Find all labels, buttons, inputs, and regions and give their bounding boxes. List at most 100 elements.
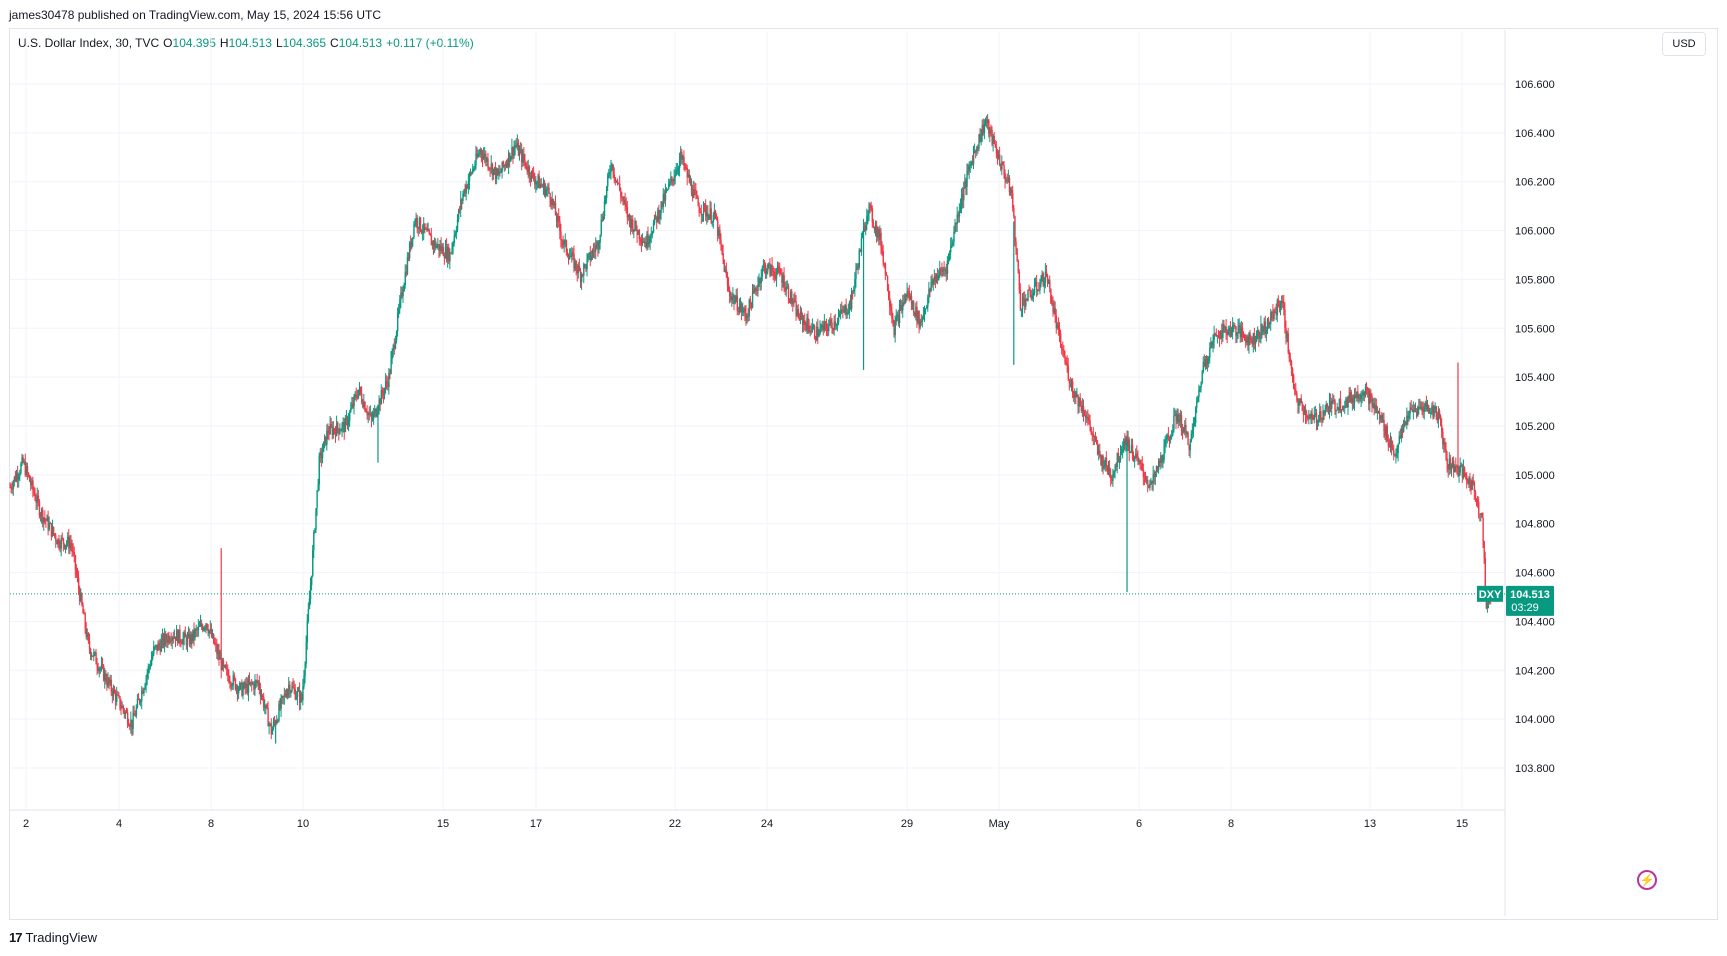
candle-body	[370, 413, 373, 419]
candle-body	[1380, 415, 1382, 420]
candle-body	[70, 543, 72, 545]
candle-body	[1476, 500, 1479, 503]
candle-body	[478, 153, 481, 155]
candle-body	[567, 255, 570, 260]
candle-body	[1173, 415, 1175, 431]
candle-body	[609, 172, 611, 174]
candle-body	[32, 480, 34, 491]
candle-body	[248, 680, 251, 684]
candle-body	[155, 644, 157, 647]
candle-body	[1418, 406, 1420, 408]
candle-body	[1217, 335, 1220, 339]
candle-body	[757, 284, 759, 291]
candle-body	[179, 629, 181, 642]
candle-body	[300, 693, 302, 703]
candle-body	[1022, 298, 1025, 300]
candle-body	[1110, 476, 1112, 479]
candle-body	[150, 658, 153, 666]
candle-body	[19, 473, 21, 477]
candle-body	[1232, 325, 1234, 332]
candle-body	[162, 635, 165, 646]
candle-body	[426, 228, 428, 232]
candle-body	[1388, 445, 1391, 448]
candle-body	[886, 275, 889, 291]
candle-body	[218, 651, 220, 660]
candle-body	[1189, 441, 1191, 451]
y-tick-label: 106.000	[1515, 226, 1555, 238]
candle-body	[20, 464, 22, 474]
candle-body	[1386, 426, 1389, 442]
candle-body	[413, 224, 415, 238]
candle-body	[420, 230, 423, 233]
candle-body	[465, 185, 467, 194]
candle-body	[1138, 459, 1140, 461]
candle-body	[407, 257, 410, 259]
x-tick-label: 6	[1136, 818, 1142, 830]
candle-body	[1092, 433, 1095, 437]
candle-body	[432, 241, 435, 247]
candle-body	[554, 202, 557, 216]
candle-body	[666, 188, 669, 190]
candle-body	[1221, 331, 1223, 339]
candle-body	[1437, 410, 1440, 421]
candle-body	[600, 219, 602, 235]
candle-body	[803, 320, 805, 325]
candle-body	[726, 276, 729, 285]
candle-body	[513, 147, 515, 156]
candle-body	[1427, 405, 1430, 414]
candle-body	[1255, 333, 1258, 342]
candle-body	[1351, 398, 1354, 403]
candle-body	[260, 696, 263, 698]
candle-body	[1019, 289, 1022, 310]
candle-body	[22, 457, 24, 462]
candle-body	[721, 244, 723, 254]
x-tick-label: May	[989, 818, 1010, 830]
candle-body	[1381, 415, 1383, 423]
candle-body	[26, 466, 29, 474]
candle-body	[351, 403, 353, 409]
candle-body	[729, 290, 731, 296]
candle-body	[224, 665, 227, 669]
candle-body	[955, 223, 957, 225]
candle-body	[392, 345, 395, 352]
candle-body	[109, 679, 111, 684]
candle-body	[1009, 189, 1012, 193]
candle-body	[812, 325, 815, 327]
candle-body	[1384, 431, 1386, 436]
candle-body	[174, 636, 177, 641]
y-tick-label: 104.000	[1515, 714, 1555, 726]
candle-body	[1304, 408, 1307, 417]
candle-body	[157, 643, 159, 651]
candle-body	[416, 217, 418, 228]
candle-body	[1080, 406, 1083, 411]
candle-body	[1460, 464, 1463, 466]
candle-body	[1002, 161, 1004, 166]
candle-body	[935, 275, 938, 282]
candle-body	[121, 705, 123, 708]
close-label: C	[330, 36, 339, 50]
candle-body	[881, 247, 883, 251]
candle-body	[226, 668, 228, 670]
candle-body	[1161, 455, 1163, 462]
candle-body	[647, 234, 649, 245]
candle-body	[1240, 327, 1243, 338]
symbol-title[interactable]: U.S. Dollar Index, 30, TVC	[18, 36, 160, 50]
candle-body	[72, 550, 74, 552]
candle-body	[476, 153, 478, 157]
candle-body	[1467, 480, 1469, 484]
currency-button[interactable]: USD	[1662, 32, 1706, 56]
candle-body	[1328, 400, 1331, 414]
candle-body	[1225, 326, 1227, 332]
candle-body	[202, 626, 204, 631]
candle-body	[890, 307, 892, 311]
candle-body	[461, 199, 463, 202]
candle-body	[1020, 309, 1023, 311]
candle-body	[1087, 417, 1089, 421]
candle-body	[144, 685, 146, 689]
candle-body	[1045, 271, 1048, 277]
lightning-bolt-icon[interactable]: ⚡	[1637, 870, 1657, 890]
candle-body	[871, 208, 874, 223]
candle-body	[443, 256, 446, 259]
candle-body	[664, 191, 667, 201]
